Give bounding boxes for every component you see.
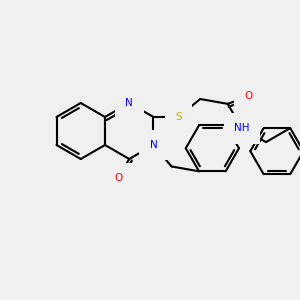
Text: NH: NH	[234, 123, 250, 133]
Text: N: N	[125, 98, 133, 108]
Text: N: N	[150, 140, 158, 150]
Text: S: S	[176, 112, 182, 122]
Text: O: O	[244, 91, 253, 101]
Text: O: O	[114, 173, 122, 183]
